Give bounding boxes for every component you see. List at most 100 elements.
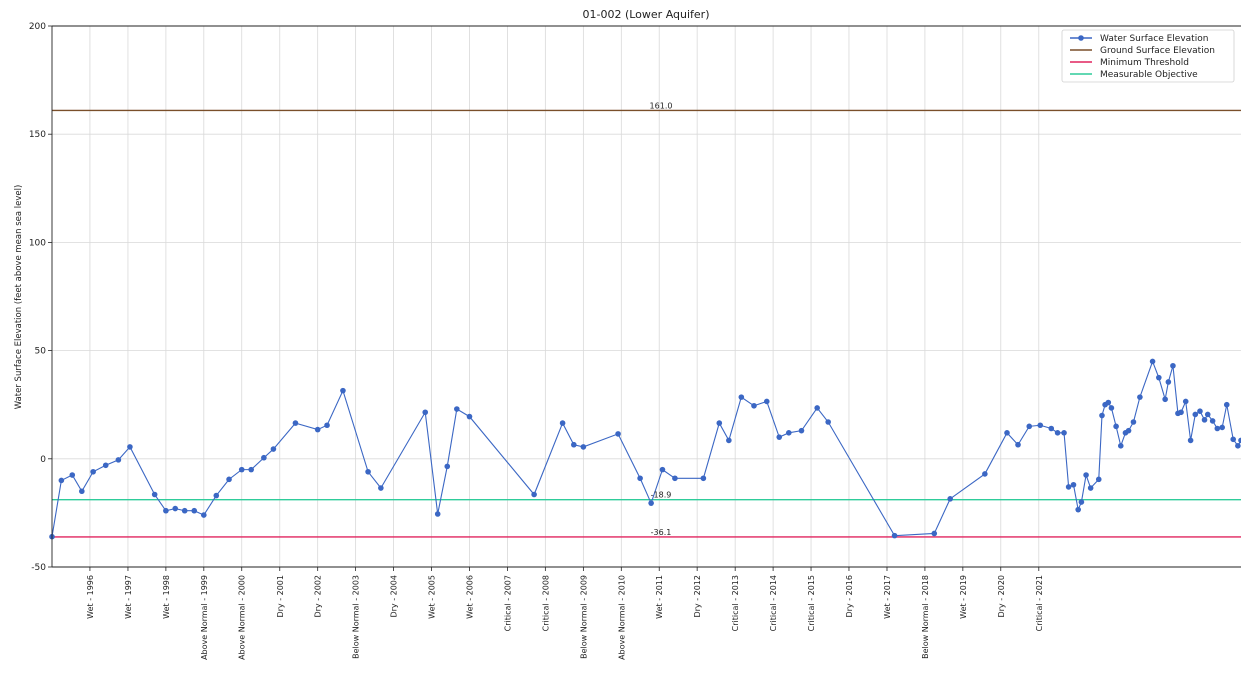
data-point (127, 444, 133, 450)
data-point (1235, 443, 1241, 449)
axes: -50 0 50 100 150 200 Wet - 1996 Wet - 1997 Wet -… (29, 22, 1241, 660)
data-point (340, 387, 346, 394)
data-point (1197, 408, 1203, 414)
x-tick-label: Critical - 2013 (731, 575, 740, 631)
data-point (1192, 411, 1199, 418)
data-point (1095, 476, 1102, 483)
data-point (615, 431, 621, 437)
data-point (1075, 506, 1081, 513)
data-point (1178, 409, 1184, 416)
data-point (1113, 423, 1119, 430)
data-point (1004, 430, 1010, 436)
legend-box (1061, 29, 1235, 83)
x-tick-label: Wet - 1998 (162, 575, 171, 619)
data-point (931, 530, 938, 537)
x-tick-label: Dry - 2020 (997, 575, 1006, 618)
data-point (726, 437, 732, 444)
x-tick-label: Critical - 2008 (541, 575, 550, 631)
data-point (378, 485, 384, 491)
x-tick-label: Wet - 2017 (883, 575, 892, 619)
data-point (90, 468, 96, 475)
data-point (1238, 437, 1241, 444)
data-point (248, 466, 254, 473)
data-point (422, 409, 429, 416)
y-axis-label: Water Surface Elevation (feet above mean… (14, 185, 24, 410)
x-tick-label: Above Normal - 1999 (200, 575, 209, 660)
data-point (1204, 411, 1211, 418)
data-point (700, 475, 707, 482)
x-tick-label: Critical - 2007 (503, 575, 512, 631)
data-point (1083, 472, 1089, 478)
y-tick-label: 100 (29, 238, 46, 248)
data-point (1117, 443, 1124, 449)
data-point (69, 472, 76, 478)
x-tick-label: Below Normal - 2003 (352, 575, 361, 659)
data-point (434, 511, 441, 517)
data-point (982, 471, 988, 477)
data-point (1137, 394, 1143, 400)
x-tick-label: Wet - 2005 (428, 575, 437, 619)
legend-marker-water-surface-elevation (1078, 35, 1084, 41)
data-point (531, 491, 537, 498)
data-point (1214, 425, 1221, 432)
x-tick-label: Wet - 2011 (655, 575, 664, 619)
data-point (672, 475, 678, 482)
data-point (1125, 427, 1132, 434)
x-tick-label: Dry - 2002 (314, 575, 323, 618)
water-surface-elevation-line (51, 359, 1241, 537)
data-point (1182, 398, 1189, 405)
data-point (213, 492, 220, 499)
data-point (292, 420, 299, 426)
y-tick-label: -50 (31, 563, 46, 573)
legend: Water Surface Elevation Ground Surface El… (1061, 29, 1235, 83)
data-point (79, 488, 85, 495)
data-point (1070, 481, 1077, 488)
data-point (738, 394, 745, 400)
data-point (151, 491, 158, 498)
y-tick-label: 150 (29, 130, 46, 140)
data-point (659, 466, 666, 473)
data-point (1108, 405, 1115, 411)
data-point (1099, 412, 1105, 419)
data-point (763, 398, 770, 405)
y-tick-label: 200 (29, 22, 46, 32)
y-tick-label: 0 (40, 455, 46, 465)
data-point (1065, 484, 1072, 490)
measurable-objective-annotation: -18.9 (651, 491, 672, 500)
data-point (201, 512, 207, 518)
x-tick-label: Wet - 2006 (465, 575, 474, 619)
data-point (1156, 374, 1162, 381)
x-tick-label: Below Normal - 2009 (579, 575, 588, 659)
annotations: 161.0 -36.1 -18.9 (650, 101, 673, 537)
data-point (1165, 379, 1172, 385)
x-tick-label: Wet - 1997 (124, 575, 133, 619)
data-point (238, 466, 245, 473)
x-tick-label: Dry - 2012 (693, 575, 702, 618)
data-point (1230, 436, 1237, 443)
legend-label-minimum-threshold: Minimum Threshold (1100, 58, 1189, 68)
data-point (814, 405, 820, 411)
chart-title: 01-002 (Lower Aquifer) (583, 8, 710, 21)
data-point (648, 500, 654, 506)
x-tick-label: Wet - 1996 (86, 575, 95, 619)
data-point (261, 454, 267, 461)
data-point (1187, 437, 1194, 444)
x-tick-label: Below Normal - 2018 (921, 575, 930, 659)
data-point (1048, 425, 1055, 432)
x-tick-label: Above Normal - 2010 (617, 575, 626, 660)
x-tick-label: Dry - 2004 (390, 575, 399, 618)
x-tick-label: Critical - 2015 (807, 575, 816, 631)
data-point (172, 505, 179, 512)
data-point (637, 475, 643, 482)
ground-surface-elevation-annotation: 161.0 (650, 101, 673, 110)
data-point (559, 420, 566, 426)
data-point (181, 507, 188, 514)
data-point (1037, 422, 1044, 429)
data-point (270, 446, 277, 452)
data-point (444, 463, 451, 470)
data-point (1219, 424, 1225, 431)
data-point (1105, 399, 1112, 406)
x-tick-label: Critical - 2014 (769, 575, 778, 631)
